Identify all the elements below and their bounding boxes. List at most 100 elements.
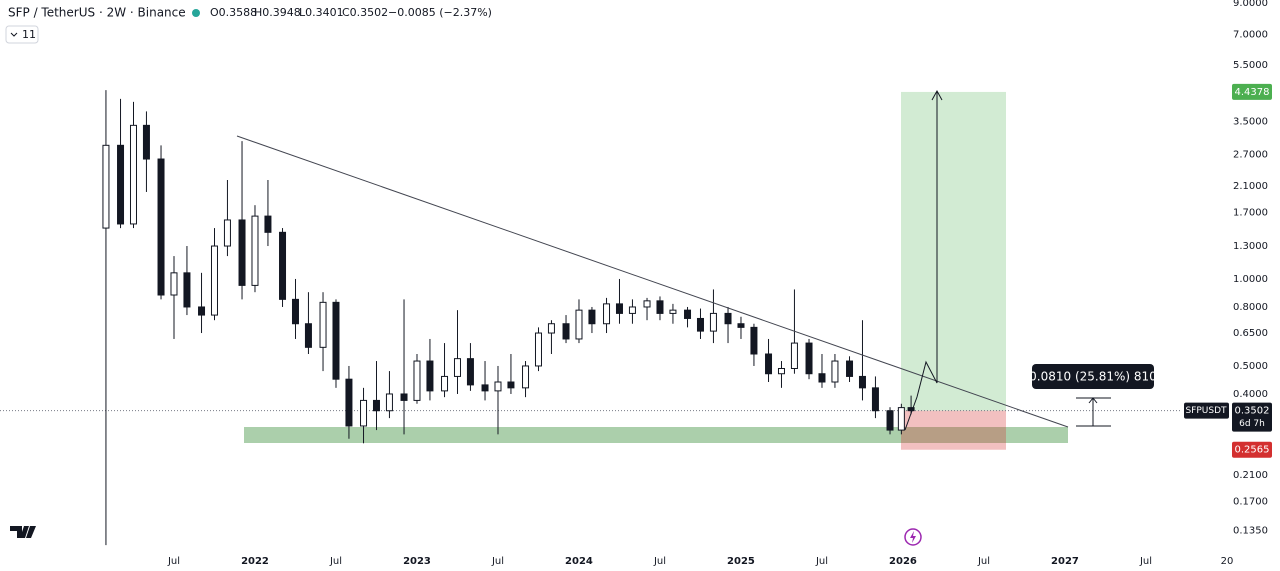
candle-body bbox=[494, 381, 502, 392]
candle-body bbox=[588, 309, 596, 325]
support-zone bbox=[244, 427, 1068, 443]
y-tick-label: 3.5000 bbox=[1233, 117, 1268, 128]
measure-label: 0.0810 (25.81%) 810 bbox=[1029, 370, 1157, 384]
x-tick-label: 2026 bbox=[889, 556, 917, 567]
candle-body bbox=[684, 309, 692, 319]
candle-body bbox=[777, 367, 785, 375]
candle-body bbox=[466, 358, 474, 386]
axes: 9.0000 7.0000 5.5000 3.5000 2.7000 2.1000 1.70… bbox=[167, 0, 1280, 571]
candle-body bbox=[441, 375, 449, 392]
x-tick-label: Jul bbox=[167, 556, 180, 567]
ohlc-high: H0.3948 bbox=[254, 6, 301, 19]
candle-body bbox=[858, 375, 866, 389]
candle-body bbox=[426, 360, 434, 392]
y-tick-label: 0.2100 bbox=[1233, 470, 1268, 481]
price-box bbox=[1232, 402, 1272, 432]
candle-body bbox=[790, 342, 798, 369]
event-bolt bbox=[910, 531, 916, 543]
logo-shape bbox=[10, 526, 36, 538]
x-tick-label: Jul bbox=[653, 556, 666, 567]
candle-body bbox=[372, 399, 380, 412]
ohlc-low: L0.3401 bbox=[299, 6, 344, 19]
candle-body bbox=[737, 323, 745, 328]
candle-body bbox=[223, 219, 231, 247]
y-tick-label: 0.8000 bbox=[1233, 302, 1268, 313]
y-tick-label: 0.1700 bbox=[1233, 496, 1268, 507]
candle-body bbox=[534, 332, 542, 367]
y-tick-label: 0.6500 bbox=[1233, 328, 1268, 339]
stop-zone bbox=[901, 410, 1006, 450]
candle-body bbox=[238, 219, 246, 286]
ohlc-change: −0.0085 (−2.37%) bbox=[388, 6, 492, 19]
x-tick-label: Jul bbox=[1139, 556, 1152, 567]
y-tick-label: 1.0000 bbox=[1233, 274, 1268, 285]
x-tick-label: Jul bbox=[329, 556, 342, 567]
candle-body bbox=[669, 309, 677, 314]
candle-body bbox=[129, 124, 137, 225]
candle-body bbox=[304, 323, 312, 348]
projection-path bbox=[904, 92, 938, 431]
target-label: 4.4378 bbox=[1235, 87, 1270, 98]
x-tick-label: 2022 bbox=[241, 556, 269, 567]
drawings-back bbox=[244, 427, 1068, 443]
symbol-box bbox=[1184, 402, 1229, 419]
indicator-toggle[interactable] bbox=[5, 25, 39, 44]
y-tick-label: 2.7000 bbox=[1233, 149, 1268, 160]
candle-body bbox=[117, 144, 125, 225]
y-tick-label: 5.5000 bbox=[1233, 60, 1268, 71]
symbol: SFP / TetherUS · 2W · Binance bbox=[8, 6, 186, 20]
candle-body bbox=[360, 399, 368, 427]
candle-body bbox=[385, 393, 393, 412]
candle-body bbox=[562, 323, 570, 340]
candle-body bbox=[628, 306, 636, 314]
x-tick-label: Jul bbox=[977, 556, 990, 567]
candle-body bbox=[319, 301, 327, 348]
x-tick-label: 2027 bbox=[1051, 556, 1079, 567]
countdown-label: 6d 7h bbox=[1239, 419, 1265, 429]
candle-body bbox=[886, 410, 894, 431]
candle-body bbox=[142, 124, 150, 160]
candle-body bbox=[871, 387, 879, 412]
candle-body bbox=[522, 365, 530, 389]
candle-body bbox=[264, 215, 272, 233]
candle-body bbox=[696, 317, 704, 332]
y-tick-label: 0.4000 bbox=[1233, 389, 1268, 400]
candle-body bbox=[603, 303, 611, 325]
candle-body bbox=[907, 407, 915, 412]
candle-body bbox=[291, 298, 299, 325]
candle-body bbox=[507, 381, 515, 389]
target-zone bbox=[901, 91, 1006, 411]
drawings: 0.0810 (25.81%) 810 bbox=[236, 89, 1157, 431]
y-tick-label: 0.1350 bbox=[1233, 525, 1268, 536]
candle-body bbox=[198, 306, 206, 316]
x-tick-label: 20 bbox=[1221, 556, 1234, 567]
candle-body bbox=[279, 231, 287, 300]
candle-body bbox=[413, 360, 421, 401]
y-tick-label: 2.1000 bbox=[1233, 181, 1268, 192]
ohlc-open: O0.3588 bbox=[210, 6, 257, 19]
candle-body bbox=[818, 373, 826, 383]
candle-body bbox=[345, 378, 353, 427]
x-tick-label: 2024 bbox=[565, 556, 593, 567]
measure-box bbox=[1032, 364, 1154, 389]
candle-body bbox=[656, 300, 664, 314]
candle-body bbox=[481, 384, 489, 392]
stop-box bbox=[1232, 441, 1272, 458]
indicator-count: 11 bbox=[22, 28, 36, 41]
candles bbox=[102, 90, 915, 546]
x-tick-label: 2023 bbox=[403, 556, 431, 567]
candle-body bbox=[805, 342, 813, 375]
candle-body bbox=[251, 215, 259, 286]
event-icon[interactable] bbox=[904, 528, 922, 546]
candle-body bbox=[724, 312, 732, 325]
trend-line bbox=[236, 135, 1069, 428]
candle-body bbox=[183, 272, 191, 308]
candle-body bbox=[831, 360, 839, 383]
candle-body bbox=[709, 312, 717, 332]
x-tick-label: Jul bbox=[491, 556, 504, 567]
candle-body bbox=[157, 158, 165, 296]
x-tick-label: Jul bbox=[815, 556, 828, 567]
candle-body bbox=[750, 326, 758, 355]
